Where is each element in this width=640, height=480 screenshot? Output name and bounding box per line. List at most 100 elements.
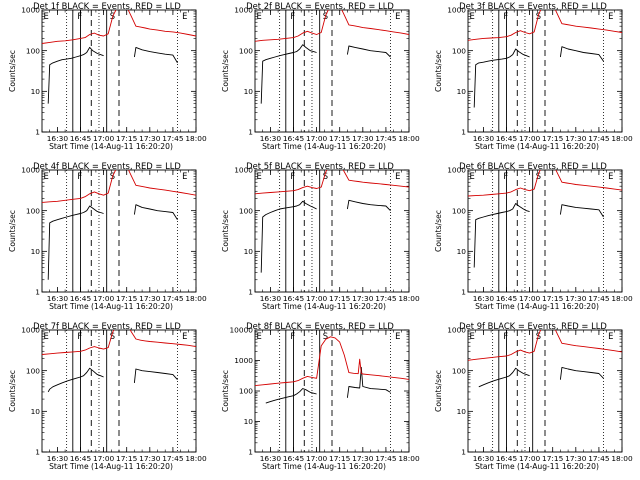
y-axis-title: Counts/sec xyxy=(8,370,17,412)
x-tick-label: 16:30 xyxy=(47,134,69,143)
panel-9: Det 9f BLACK = Events, RED = LLD 1 10 100 10… xyxy=(434,321,633,471)
event-marker-label: E xyxy=(608,171,613,181)
event-marker-label: E xyxy=(470,171,475,181)
x-tick-label: 17:30 xyxy=(352,134,374,143)
x-tick-label: 17:15 xyxy=(116,134,138,143)
y-axis-title: Counts/sec xyxy=(221,370,230,412)
x-tick-label: 16:45 xyxy=(283,454,305,463)
event-marker-label: S xyxy=(110,331,115,341)
lld-series-line xyxy=(42,170,196,203)
x-tick-label: 18:00 xyxy=(611,294,633,303)
y-tick-label: 1 xyxy=(35,448,40,457)
event-marker-label: F xyxy=(77,331,82,341)
event-marker-label: E xyxy=(182,171,187,181)
events-series-line xyxy=(559,366,604,380)
y-tick-label: 1 xyxy=(248,288,253,297)
x-tick-label: 17:15 xyxy=(116,454,138,463)
x-tick-label: 16:30 xyxy=(473,294,495,303)
x-axis-title: Start Time (14-Aug-11 16:20:20) xyxy=(475,462,599,471)
y-axis-title: Counts/sec xyxy=(434,370,443,412)
events-series-line xyxy=(346,199,391,212)
panel-title: Det 4f BLACK = Events, RED = LLD xyxy=(33,161,181,171)
x-tick-label: 17:00 xyxy=(519,134,541,143)
y-tick-label: 1000 xyxy=(447,326,466,335)
y-tick-label: 1 xyxy=(35,288,40,297)
panel-4: Det 4f BLACK = Events, RED = LLD 1 10 100 10… xyxy=(8,161,207,311)
lld-series-line xyxy=(468,170,622,197)
x-axis-title: Start Time (14-Aug-11 16:20:20) xyxy=(475,302,599,311)
panel-title: Det 7f BLACK = Events, RED = LLD xyxy=(33,321,181,331)
y-tick-label: 10 xyxy=(244,87,254,96)
y-tick-label: 10 xyxy=(244,417,254,426)
x-tick-label: 16:30 xyxy=(47,454,69,463)
event-marker-label: E xyxy=(470,11,475,21)
x-tick-label: 17:00 xyxy=(93,294,115,303)
x-tick-label: 17:00 xyxy=(519,294,541,303)
x-tick-label: 18:00 xyxy=(398,294,420,303)
x-axis-title: Start Time (14-Aug-11 16:20:20) xyxy=(49,142,173,151)
panel-title: Det 6f BLACK = Events, RED = LLD xyxy=(459,161,607,171)
y-tick-label: 1 xyxy=(461,448,466,457)
series-group xyxy=(255,10,409,104)
x-axis-title: Start Time (14-Aug-11 16:20:20) xyxy=(49,462,173,471)
y-tick-label: 100 xyxy=(26,206,40,215)
y-axis-title: Counts/sec xyxy=(221,50,230,92)
x-tick-label: 17:30 xyxy=(565,134,587,143)
events-series-line xyxy=(47,367,104,393)
y-tick-label: 10 xyxy=(31,407,41,416)
events-series-line xyxy=(473,48,530,108)
time-guides xyxy=(492,170,604,292)
y-tick-label: 100 xyxy=(239,46,253,55)
x-tick-label: 17:45 xyxy=(588,454,610,463)
x-tick-label: 17:15 xyxy=(542,134,564,143)
y-axis-title: Counts/sec xyxy=(221,210,230,252)
event-marker-label: F xyxy=(503,11,508,21)
x-tick-label: 17:30 xyxy=(139,454,161,463)
events-series-line xyxy=(346,45,391,58)
x-tick-label: 17:30 xyxy=(139,294,161,303)
event-marker-label: F xyxy=(290,171,295,181)
lld-series-line xyxy=(255,10,409,42)
panel-6: Det 6f BLACK = Events, RED = LLD 1 10 100 10… xyxy=(434,161,633,311)
panel-7: Det 7f BLACK = Events, RED = LLD 1 10 100 10… xyxy=(8,321,207,471)
series-group xyxy=(42,10,196,104)
x-tick-label: 16:30 xyxy=(260,134,282,143)
y-tick-label: 10 xyxy=(244,247,254,256)
series-group xyxy=(255,336,409,404)
lld-series-line xyxy=(468,10,622,41)
event-marker-label: E xyxy=(257,11,262,21)
y-tick-label: 10000 xyxy=(229,326,253,335)
events-series-line xyxy=(133,204,178,220)
x-tick-label: 16:45 xyxy=(283,294,305,303)
x-tick-label: 18:00 xyxy=(185,294,207,303)
y-tick-label: 10 xyxy=(457,247,467,256)
x-axis-title: Start Time (14-Aug-11 16:20:20) xyxy=(49,302,173,311)
time-guides xyxy=(492,10,604,132)
x-tick-label: 17:30 xyxy=(139,134,161,143)
series-group xyxy=(42,170,196,280)
event-marker-label: E xyxy=(44,331,49,341)
x-tick-label: 17:15 xyxy=(329,294,351,303)
event-marker-label: E xyxy=(44,11,49,21)
y-tick-label: 1000 xyxy=(447,6,466,15)
event-marker-label: E xyxy=(44,171,49,181)
y-tick-label: 10 xyxy=(457,87,467,96)
panel-8: Det 8f BLACK = Events, RED = LLD 1 10 100 10… xyxy=(221,321,420,471)
x-tick-label: 17:00 xyxy=(519,454,541,463)
y-tick-label: 100 xyxy=(26,366,40,375)
event-marker-label: S xyxy=(323,171,328,181)
event-marker-label: S xyxy=(536,171,541,181)
event-marker-label: F xyxy=(77,171,82,181)
x-tick-label: 16:30 xyxy=(473,454,495,463)
event-marker-label: F xyxy=(290,331,295,341)
x-axis-title: Start Time (14-Aug-11 16:20:20) xyxy=(262,462,386,471)
x-axis-title: Start Time (14-Aug-11 16:20:20) xyxy=(262,302,386,311)
y-axis-title: Counts/sec xyxy=(434,210,443,252)
y-tick-label: 1000 xyxy=(234,356,253,365)
y-tick-label: 100 xyxy=(452,206,466,215)
lld-series-line xyxy=(468,330,622,361)
y-tick-label: 1000 xyxy=(21,326,40,335)
events-series-line xyxy=(265,388,317,404)
event-marker-label: F xyxy=(503,331,508,341)
y-tick-label: 1 xyxy=(461,128,466,137)
